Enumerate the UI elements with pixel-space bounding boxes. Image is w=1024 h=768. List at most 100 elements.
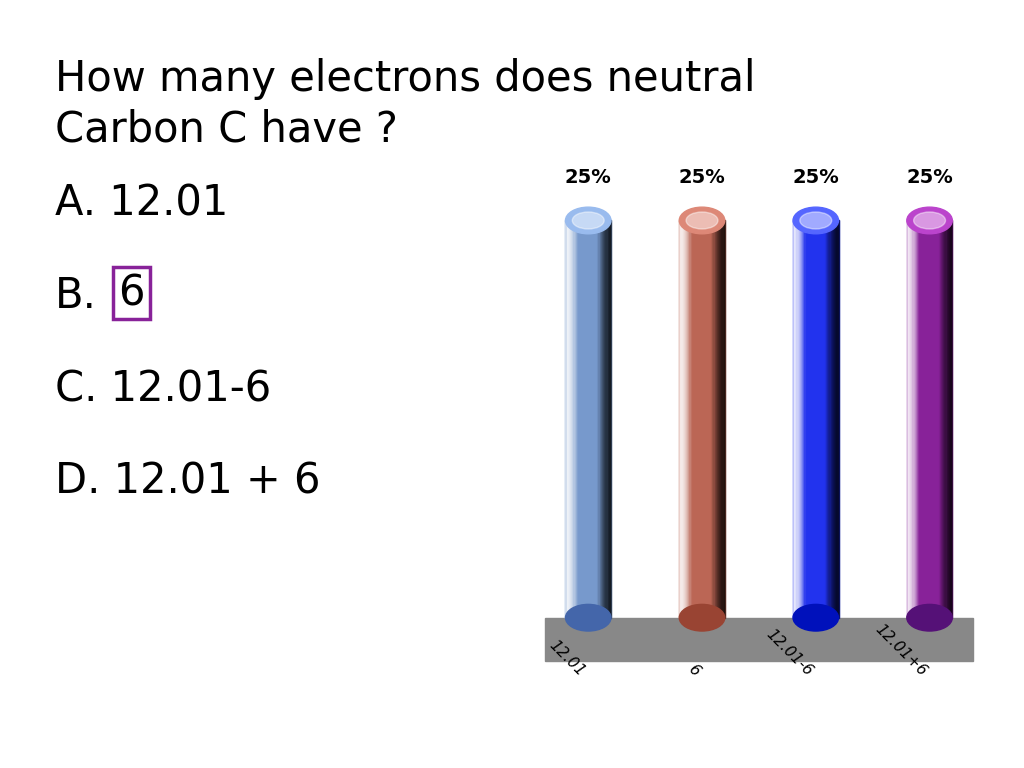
Text: 25%: 25% bbox=[906, 167, 953, 187]
Bar bbox=[598, 220, 600, 617]
Ellipse shape bbox=[572, 212, 604, 229]
Bar bbox=[825, 220, 826, 617]
Bar bbox=[803, 220, 805, 617]
Bar bbox=[801, 220, 802, 617]
Bar bbox=[605, 220, 606, 617]
Ellipse shape bbox=[793, 604, 839, 631]
Bar bbox=[600, 220, 601, 617]
Bar bbox=[610, 220, 611, 617]
Bar bbox=[724, 220, 725, 617]
Text: 12.01: 12.01 bbox=[547, 637, 588, 679]
Text: A. 12.01: A. 12.01 bbox=[55, 183, 228, 225]
Bar bbox=[565, 220, 611, 617]
Text: 12.01+6: 12.01+6 bbox=[872, 621, 930, 679]
Bar bbox=[572, 220, 573, 617]
Bar bbox=[717, 220, 718, 617]
Bar bbox=[793, 220, 839, 617]
Bar bbox=[608, 220, 610, 617]
Bar bbox=[682, 220, 683, 617]
Bar bbox=[913, 220, 914, 617]
Bar bbox=[950, 220, 951, 617]
Bar bbox=[601, 220, 602, 617]
Bar bbox=[684, 220, 685, 617]
Bar bbox=[719, 220, 720, 617]
Bar bbox=[908, 220, 909, 617]
Text: How many electrons does neutral: How many electrons does neutral bbox=[55, 58, 756, 100]
Bar bbox=[713, 220, 714, 617]
Bar bbox=[948, 220, 949, 617]
Bar bbox=[798, 220, 799, 617]
Text: 12.01-6: 12.01-6 bbox=[763, 627, 816, 679]
Bar bbox=[828, 220, 829, 617]
Bar bbox=[679, 220, 725, 617]
Bar bbox=[686, 220, 687, 617]
Bar bbox=[565, 220, 566, 617]
Ellipse shape bbox=[565, 207, 611, 233]
Ellipse shape bbox=[800, 212, 831, 229]
Bar bbox=[602, 220, 603, 617]
Bar bbox=[721, 220, 723, 617]
Bar bbox=[827, 220, 828, 617]
Bar bbox=[918, 220, 919, 617]
Text: 25%: 25% bbox=[565, 167, 611, 187]
Bar bbox=[679, 220, 681, 617]
Bar bbox=[685, 220, 686, 617]
Bar bbox=[911, 220, 912, 617]
Bar bbox=[567, 220, 569, 617]
Bar bbox=[943, 220, 944, 617]
Bar bbox=[604, 220, 605, 617]
Bar bbox=[912, 220, 913, 617]
Ellipse shape bbox=[565, 604, 611, 631]
Bar bbox=[680, 220, 682, 617]
Text: 25%: 25% bbox=[679, 167, 725, 187]
Ellipse shape bbox=[907, 207, 952, 233]
Text: Carbon C have ?: Carbon C have ? bbox=[55, 108, 398, 150]
Bar bbox=[799, 220, 800, 617]
Bar bbox=[573, 220, 574, 617]
Bar bbox=[718, 220, 719, 617]
Bar bbox=[714, 220, 715, 617]
Bar bbox=[574, 220, 575, 617]
Bar bbox=[793, 220, 795, 617]
Ellipse shape bbox=[679, 604, 725, 631]
Bar bbox=[800, 220, 801, 617]
Bar bbox=[597, 220, 599, 617]
Bar bbox=[689, 220, 691, 617]
Bar bbox=[907, 220, 908, 617]
Bar bbox=[688, 220, 689, 617]
Bar bbox=[834, 220, 836, 617]
Bar bbox=[797, 220, 798, 617]
Bar bbox=[606, 220, 607, 617]
Bar bbox=[945, 220, 947, 617]
Text: 25%: 25% bbox=[793, 167, 839, 187]
Bar bbox=[715, 220, 716, 617]
Bar bbox=[829, 220, 830, 617]
Bar bbox=[837, 220, 838, 617]
Bar bbox=[941, 220, 942, 617]
Bar bbox=[939, 220, 940, 617]
Bar bbox=[796, 220, 797, 617]
Bar bbox=[942, 220, 943, 617]
Bar bbox=[946, 220, 948, 617]
Bar bbox=[571, 220, 572, 617]
Ellipse shape bbox=[686, 212, 718, 229]
Bar bbox=[569, 220, 570, 617]
Bar bbox=[838, 220, 839, 617]
Bar bbox=[914, 220, 916, 617]
Text: C. 12.01-6: C. 12.01-6 bbox=[55, 368, 271, 410]
Bar bbox=[711, 220, 713, 617]
Ellipse shape bbox=[907, 604, 952, 631]
Ellipse shape bbox=[793, 207, 839, 233]
Bar bbox=[915, 220, 918, 617]
Bar bbox=[575, 220, 577, 617]
Bar bbox=[723, 220, 724, 617]
Bar bbox=[566, 220, 568, 617]
Bar bbox=[910, 220, 911, 617]
Bar bbox=[603, 220, 604, 617]
Bar bbox=[836, 220, 837, 617]
Bar bbox=[909, 220, 910, 617]
Bar bbox=[831, 220, 833, 617]
Bar bbox=[795, 220, 796, 617]
Ellipse shape bbox=[913, 212, 945, 229]
Bar bbox=[802, 220, 804, 617]
